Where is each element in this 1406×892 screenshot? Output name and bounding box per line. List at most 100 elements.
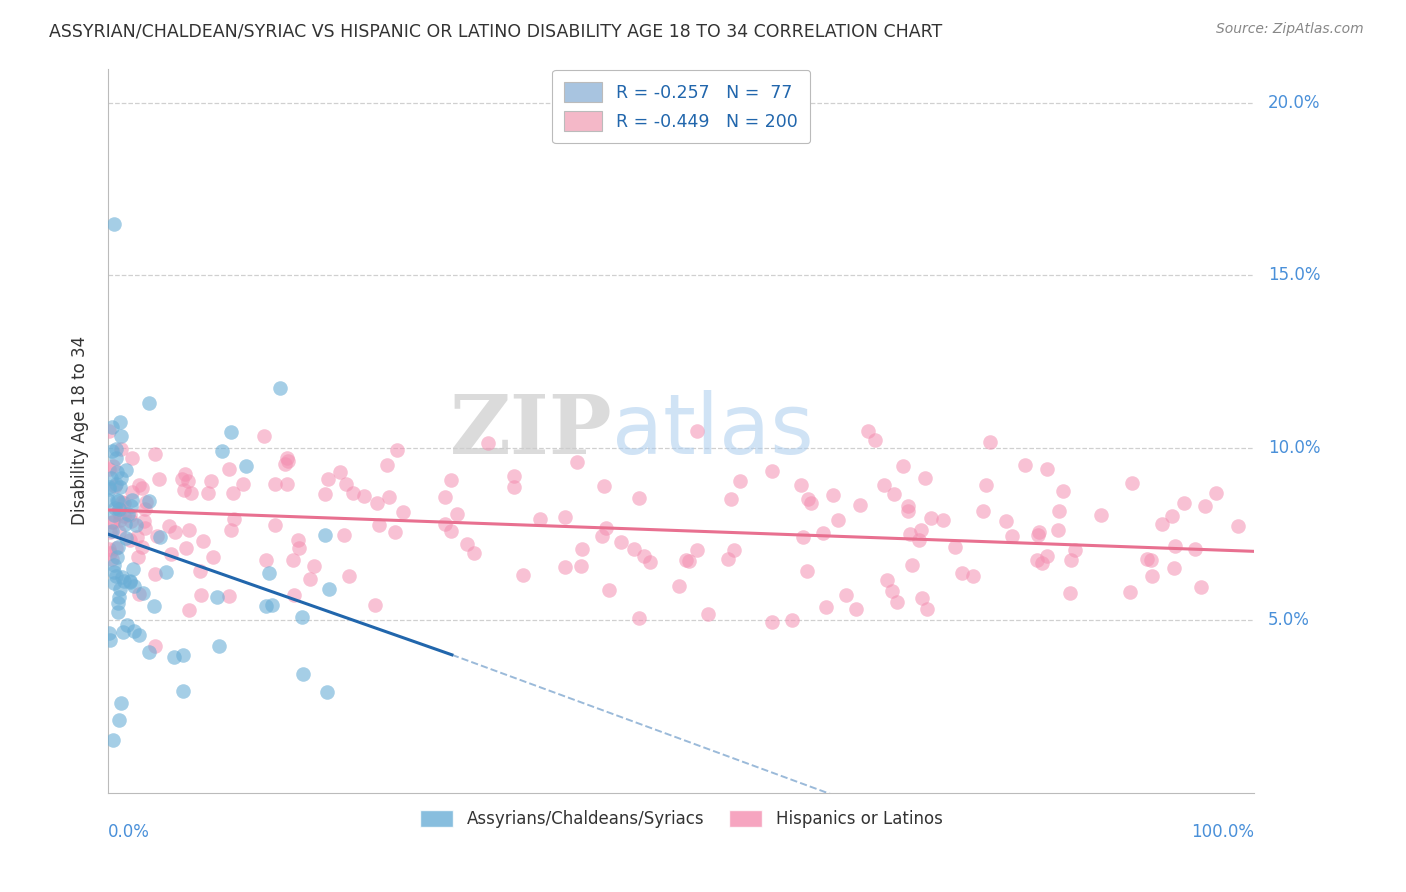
Point	[132, 514, 155, 528]
Point	[118, 533, 141, 548]
Point	[433, 490, 456, 504]
Point	[101, 515, 124, 529]
Point	[107, 590, 129, 604]
Point	[103, 508, 125, 523]
Point	[108, 502, 131, 516]
Point	[177, 474, 200, 488]
Text: atlas: atlas	[613, 390, 814, 471]
Point	[883, 487, 905, 501]
Point	[103, 575, 125, 590]
Point	[364, 598, 387, 612]
Point	[128, 627, 150, 641]
Point	[107, 596, 129, 610]
Point	[827, 513, 849, 527]
Point	[845, 602, 868, 616]
Point	[623, 541, 645, 556]
Point	[979, 434, 1001, 449]
Point	[121, 492, 143, 507]
Point	[264, 477, 287, 491]
Point	[118, 508, 141, 522]
Point	[335, 477, 357, 491]
Point	[121, 451, 143, 466]
Point	[1173, 496, 1195, 510]
Point	[218, 461, 240, 475]
Point	[678, 554, 700, 568]
Point	[723, 543, 745, 558]
Point	[384, 524, 406, 539]
Point	[108, 501, 131, 516]
Point	[135, 495, 157, 509]
Point	[104, 479, 127, 493]
Point	[138, 645, 160, 659]
Point	[111, 570, 134, 584]
Point	[283, 588, 305, 602]
Point	[863, 434, 886, 448]
Point	[114, 516, 136, 531]
Point	[103, 558, 125, 572]
Point	[1001, 529, 1024, 543]
Point	[872, 477, 894, 491]
Point	[332, 528, 354, 542]
Point	[143, 599, 166, 614]
Point	[172, 684, 194, 698]
Point	[761, 464, 783, 478]
Text: ASSYRIAN/CHALDEAN/SYRIAC VS HISPANIC OR LATINO DISABILITY AGE 18 TO 34 CORRELATI: ASSYRIAN/CHALDEAN/SYRIAC VS HISPANIC OR …	[49, 22, 942, 40]
Point	[796, 564, 818, 578]
Point	[191, 533, 214, 548]
Point	[1090, 508, 1112, 522]
Text: 0.0%: 0.0%	[108, 823, 150, 841]
Point	[291, 610, 314, 624]
Point	[110, 696, 132, 710]
Point	[1136, 552, 1159, 566]
Point	[103, 733, 125, 747]
Point	[1121, 475, 1143, 490]
Point	[728, 474, 751, 488]
Text: ZIP: ZIP	[450, 391, 613, 471]
Point	[910, 523, 932, 537]
Point	[316, 472, 339, 486]
Point	[633, 549, 655, 563]
Point	[898, 527, 921, 541]
Point	[897, 499, 920, 513]
Point	[512, 567, 534, 582]
Point	[797, 492, 820, 507]
Point	[697, 607, 720, 622]
Point	[120, 574, 142, 588]
Point	[124, 579, 146, 593]
Point	[112, 508, 135, 523]
Point	[148, 530, 170, 544]
Point	[134, 521, 156, 535]
Point	[104, 500, 127, 515]
Point	[591, 529, 613, 543]
Point	[950, 566, 973, 581]
Point	[205, 590, 228, 604]
Point	[368, 517, 391, 532]
Point	[529, 512, 551, 526]
Point	[148, 472, 170, 486]
Point	[908, 533, 931, 547]
Point	[201, 549, 224, 564]
Point	[610, 535, 633, 549]
Point	[170, 472, 193, 486]
Point	[1047, 523, 1070, 537]
Point	[110, 428, 132, 442]
Point	[463, 546, 485, 560]
Point	[197, 486, 219, 500]
Legend: Assyrians/Chaldeans/Syriacs, Hispanics or Latinos: Assyrians/Chaldeans/Syriacs, Hispanics o…	[413, 804, 949, 835]
Point	[377, 458, 399, 473]
Point	[155, 566, 177, 580]
Point	[254, 552, 277, 566]
Point	[569, 559, 592, 574]
Point	[281, 552, 304, 566]
Point	[668, 580, 690, 594]
Point	[200, 474, 222, 488]
Point	[232, 476, 254, 491]
Point	[172, 648, 194, 663]
Point	[262, 599, 284, 613]
Point	[107, 493, 129, 508]
Point	[145, 639, 167, 653]
Point	[1036, 549, 1059, 563]
Point	[157, 519, 180, 533]
Point	[177, 602, 200, 616]
Point	[292, 666, 315, 681]
